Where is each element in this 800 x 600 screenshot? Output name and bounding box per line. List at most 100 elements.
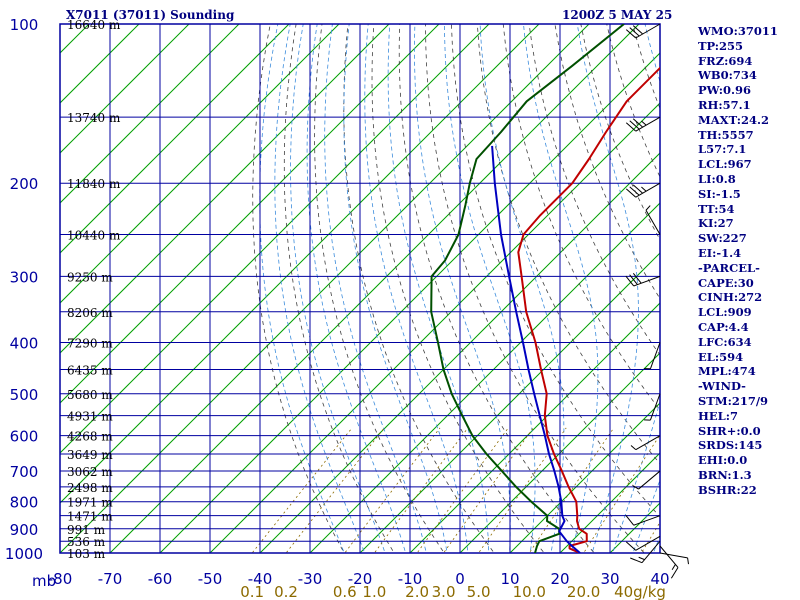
plot-grid — [59, 23, 661, 554]
index-line: MAXT:24.2 — [698, 112, 769, 127]
wind-barb — [659, 545, 679, 579]
isotherm-line — [0, 12, 1, 564]
height-label: 4268 m — [67, 430, 113, 444]
index-line: CAPE:30 — [698, 275, 754, 290]
height-label: 536 m — [67, 535, 106, 549]
index-line: WB0:734 — [698, 68, 757, 83]
moist-adiabat — [479, 24, 565, 553]
isotherm-line — [60, 24, 540, 504]
index-line: SI:-1.5 — [698, 186, 741, 201]
moist-adiabat — [324, 24, 427, 553]
index-line: BRN:1.3 — [698, 467, 752, 482]
mixing-ratio-label: 40g/kg — [614, 583, 666, 600]
temperature-tick-label: 10 — [500, 570, 519, 588]
sounding-traces — [430, 24, 660, 553]
dry-adiabat — [371, 24, 545, 553]
isotherm-line — [60, 24, 490, 454]
moist-adiabat — [343, 24, 448, 553]
index-line: HEL:7 — [698, 408, 738, 423]
y-axis-unit-label: mb — [32, 572, 56, 590]
mixing-ratio-label: 0.1 — [240, 583, 264, 600]
index-line: STM:217/9 — [698, 393, 769, 408]
index-line: TP:255 — [698, 38, 744, 53]
temperature-tick-label: -60 — [148, 570, 173, 588]
moist-adiabat — [364, 24, 469, 553]
mixing-ratio-label: 0.6 — [333, 583, 357, 600]
index-line: FRZ:694 — [698, 53, 753, 68]
dewpoint-trace — [430, 24, 625, 553]
isotherm-line — [159, 52, 660, 553]
index-line: CAP:4.4 — [698, 319, 749, 334]
isotherm-line — [109, 24, 640, 553]
height-label: 5680 m — [67, 388, 113, 402]
pressure-tick-label: 800 — [10, 494, 39, 512]
index-line: PW:0.96 — [698, 83, 752, 98]
temperature-tick-label: -10 — [398, 570, 423, 588]
index-line: LCL:967 — [698, 157, 752, 172]
temperature-tick-label: -70 — [98, 570, 123, 588]
mixing-ratio-label: 5.0 — [467, 583, 491, 600]
height-label: 1471 m — [67, 510, 113, 524]
moist-adiabat — [274, 24, 366, 553]
moist-adiabat — [387, 24, 490, 553]
isotherm-line — [209, 102, 660, 553]
mixing-ratio-line — [285, 427, 385, 553]
temperature-tick-label: -40 — [248, 570, 273, 588]
dry-adiabat — [476, 24, 660, 465]
temperature-tick-label: 20 — [550, 570, 569, 588]
isotherms — [0, 12, 660, 564]
mixing-ratio-line — [478, 427, 567, 553]
temperature-trace — [517, 66, 660, 553]
index-line: KI:27 — [698, 216, 734, 231]
chart-timestamp: 1200Z 5 MAY 25 — [562, 8, 673, 22]
height-label: 1971 m — [67, 496, 113, 510]
height-label: 8206 m — [67, 306, 113, 320]
wind-barbs — [625, 23, 689, 579]
index-line: TH:5557 — [698, 127, 754, 142]
wind-barb — [625, 116, 661, 132]
isotherm-line — [259, 152, 660, 553]
index-line: EHI:0.0 — [698, 453, 748, 468]
index-line: SW:227 — [698, 231, 747, 246]
index-line: EL:594 — [698, 349, 744, 364]
height-label: 3649 m — [67, 448, 113, 462]
temperature-tick-label: -50 — [198, 570, 223, 588]
pressure-tick-label: 200 — [10, 175, 39, 193]
plot-frame — [59, 23, 661, 554]
dry-adiabat — [398, 24, 595, 553]
moist-adiabat — [576, 24, 639, 553]
moist-adiabat — [290, 24, 386, 553]
isotherm-line — [559, 452, 660, 553]
temperature-tick-label: -30 — [298, 570, 323, 588]
wind-barb — [625, 23, 661, 39]
index-line: BSHR:22 — [698, 482, 757, 497]
mixing-ratio-line — [416, 427, 509, 553]
height-label: 103 m — [67, 547, 106, 561]
index-line: RH:57.1 — [698, 97, 751, 112]
moist-adiabat — [414, 24, 511, 553]
moist-adiabat — [444, 24, 536, 553]
index-line: TT:54 — [698, 201, 735, 216]
height-label: 11840 m — [67, 177, 121, 191]
pressure-tick-label: 1000 — [5, 545, 43, 563]
wind-barb — [630, 435, 661, 451]
wind-barb — [644, 342, 661, 370]
temperature-tick-label: -20 — [348, 570, 373, 588]
wind-barb — [625, 182, 661, 198]
chart-title: X7011 (37011) Sounding — [66, 8, 235, 22]
pressure-tick-label: 300 — [10, 268, 39, 286]
height-label: 4931 m — [67, 410, 113, 424]
pressure-tick-label: 700 — [10, 463, 39, 481]
index-line: L57:7.1 — [698, 142, 747, 157]
index-line: SHR+:0.0 — [698, 423, 761, 438]
index-line: -WIND- — [698, 379, 746, 394]
height-label: 991 m — [67, 523, 106, 537]
wind-barb — [659, 552, 689, 565]
pressure-tick-label: 900 — [10, 521, 39, 539]
height-label: 7290 m — [67, 336, 113, 350]
index-line: -PARCEL- — [698, 260, 760, 275]
mixing-ratio-line — [583, 434, 660, 553]
parcel-trace — [491, 145, 581, 553]
index-line: CINH:272 — [698, 290, 763, 305]
